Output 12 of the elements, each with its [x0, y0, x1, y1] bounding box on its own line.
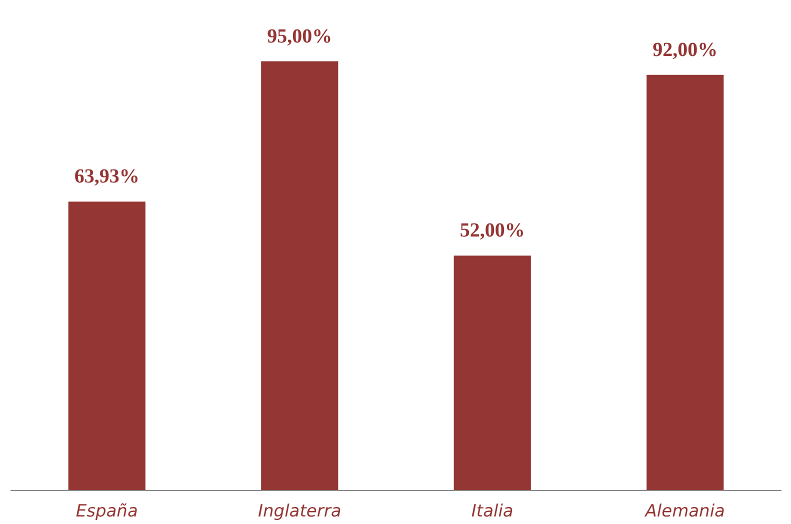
x-tick-label: España	[76, 502, 138, 522]
bar	[261, 61, 338, 490]
bar	[646, 74, 724, 490]
bar	[454, 256, 531, 490]
x-tick-label: Inglaterra	[258, 502, 342, 522]
bar	[68, 202, 146, 490]
data-label: 52,00%	[460, 220, 525, 242]
data-label: 92,00%	[652, 38, 718, 61]
data-label: 95,00%	[267, 25, 332, 48]
x-tick-label: Alemania	[644, 502, 725, 522]
x-tick-label: Italia	[471, 502, 514, 522]
data-label: 63,93%	[74, 166, 140, 188]
